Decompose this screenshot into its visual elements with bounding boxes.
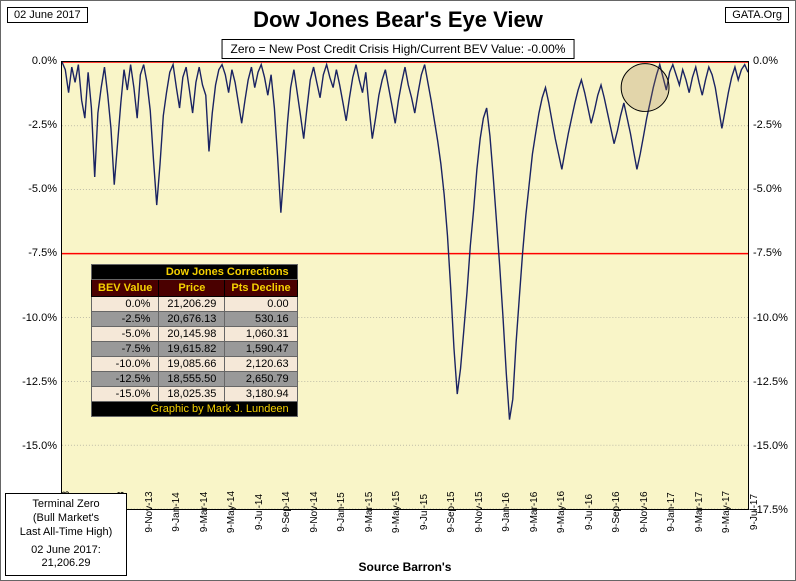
x-tick-label: 9-Nov-14 [309, 491, 320, 532]
corrections-title: Dow Jones Corrections [92, 264, 298, 279]
terminal-line: Last All-Time High) [8, 526, 124, 540]
y-tick-label: -15.0% [753, 440, 788, 452]
table-cell: 18,555.50 [159, 371, 225, 386]
x-tick-label: 9-Jul-14 [254, 494, 265, 530]
x-tick-label: 9-Nov-16 [639, 491, 650, 532]
table-cell: -10.0% [92, 356, 159, 371]
table-cell: -12.5% [92, 371, 159, 386]
x-tick-label: 9-May-14 [226, 491, 237, 533]
table-cell: 18,025.35 [159, 386, 225, 401]
terminal-line: 21,206.29 [8, 557, 124, 571]
x-axis-label: Source Barron's [61, 560, 749, 574]
y-ticks-left: 0.0%-2.5%-5.0%-7.5%-10.0%-12.5%-15.0%-17… [1, 61, 61, 510]
y-tick-label: 0.0% [32, 55, 57, 67]
y-tick-label: -5.0% [753, 183, 782, 195]
x-tick-label: 9-Jul-16 [584, 494, 595, 530]
table-row: -15.0%18,025.353,180.94 [92, 386, 298, 401]
x-tick-label: 9-Sep-14 [281, 491, 292, 532]
table-cell: -5.0% [92, 326, 159, 341]
x-tick-label: 9-Nov-13 [144, 491, 155, 532]
y-tick-label: -15.0% [22, 440, 57, 452]
table-row: -2.5%20,676.13530.16 [92, 311, 298, 326]
chart-title: Dow Jones Bear's Eye View [1, 7, 795, 33]
x-tick-label: 9-Mar-16 [529, 492, 540, 533]
x-tick-label: 9-Mar-17 [694, 492, 705, 533]
corrections-table: Dow Jones CorrectionsBEV ValuePricePts D… [91, 264, 298, 417]
table-header: Pts Decline [225, 279, 297, 296]
table-cell: 1,060.31 [225, 326, 297, 341]
table-cell: 2,120.63 [225, 356, 297, 371]
y-tick-label: -2.5% [753, 119, 782, 131]
table-cell: -7.5% [92, 341, 159, 356]
table-cell: -2.5% [92, 311, 159, 326]
y-tick-label: -2.5% [28, 119, 57, 131]
table-row: -10.0%19,085.662,120.63 [92, 356, 298, 371]
table-row: -7.5%19,615.821,590.47 [92, 341, 298, 356]
table-cell: 20,145.98 [159, 326, 225, 341]
chart-subtitle: Zero = New Post Credit Crisis High/Curre… [222, 39, 575, 59]
y-tick-label: -12.5% [753, 376, 788, 388]
x-ticks: Source Barron's 9-May-139-Jul-139-Sep-13… [61, 510, 749, 580]
table-cell: 20,676.13 [159, 311, 225, 326]
y-tick-label: -5.0% [28, 183, 57, 195]
table-cell: 0.0% [92, 296, 159, 311]
x-tick-label: 9-Sep-16 [611, 491, 622, 532]
y-ticks-right: 0.0%-2.5%-5.0%-7.5%-10.0%-12.5%-15.0%-17… [749, 61, 795, 510]
table-cell: 1,590.47 [225, 341, 297, 356]
terminal-line: (Bull Market's [8, 512, 124, 526]
x-tick-label: 9-May-15 [391, 491, 402, 533]
table-header: BEV Value [92, 279, 159, 296]
x-tick-label: 9-Nov-15 [474, 491, 485, 532]
corrections-footer: Graphic by Mark J. Lundeen [92, 401, 298, 416]
x-tick-label: 9-Sep-15 [446, 491, 457, 532]
y-tick-label: -10.0% [22, 312, 57, 324]
table-cell: 19,615.82 [159, 341, 225, 356]
x-tick-label: 9-Mar-15 [364, 492, 375, 533]
terminal-zero-box: Terminal Zero (Bull Market's Last All-Ti… [5, 493, 127, 576]
x-tick-label: 9-Jan-14 [171, 492, 182, 531]
table-cell: 530.16 [225, 311, 297, 326]
table-cell: 0.00 [225, 296, 297, 311]
table-cell: 2,650.79 [225, 371, 297, 386]
y-tick-label: 0.0% [753, 55, 778, 67]
table-header: Price [159, 279, 225, 296]
terminal-line: Terminal Zero [8, 498, 124, 512]
y-tick-label: -7.5% [753, 247, 782, 259]
table-row: -12.5%18,555.502,650.79 [92, 371, 298, 386]
x-tick-label: 9-May-16 [556, 491, 567, 533]
table-cell: 21,206.29 [159, 296, 225, 311]
x-tick-label: 9-Jan-17 [666, 492, 677, 531]
chart-container: 02 June 2017 GATA.Org Dow Jones Bear's E… [0, 0, 796, 581]
y-tick-label: -10.0% [753, 312, 788, 324]
table-row: 0.0%21,206.290.00 [92, 296, 298, 311]
y-tick-label: -12.5% [22, 376, 57, 388]
table-cell: 3,180.94 [225, 386, 297, 401]
x-tick-label: 9-Mar-14 [199, 492, 210, 533]
y-tick-label: -7.5% [28, 247, 57, 259]
x-tick-label: 9-Jan-16 [501, 492, 512, 531]
x-tick-label: 9-Jul-15 [419, 494, 430, 530]
x-tick-label: 9-Jan-15 [336, 492, 347, 531]
table-cell: 19,085.66 [159, 356, 225, 371]
x-tick-label: 9-Jul-17 [749, 494, 760, 530]
table-cell: -15.0% [92, 386, 159, 401]
table-row: -5.0%20,145.981,060.31 [92, 326, 298, 341]
terminal-line: 02 June 2017: [8, 544, 124, 558]
x-tick-label: 9-May-17 [721, 491, 732, 533]
